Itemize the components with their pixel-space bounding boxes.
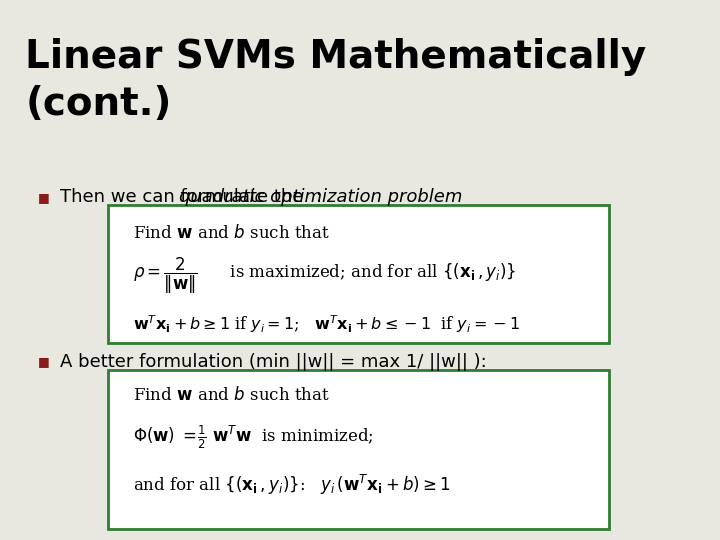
Text: $\Phi(\mathbf{w})$ $=\!\frac{1}{2}$ $\mathbf{w}^T\mathbf{w}$  is minimized;: $\Phi(\mathbf{w})$ $=\!\frac{1}{2}$ $\ma…: [133, 424, 374, 451]
Text: ■: ■: [38, 191, 50, 204]
Text: Find $\mathbf{w}$ and $b$ such that: Find $\mathbf{w}$ and $b$ such that: [133, 224, 330, 242]
Text: and for all $\{(\mathbf{x_i}\,,y_i)\}$:   $y_i\,(\mathbf{w}^T\mathbf{x_i} + b) \: and for all $\{(\mathbf{x_i}\,,y_i)\}$: …: [133, 472, 451, 497]
Text: A better formulation (min ||w|| = max 1/ ||w|| ):: A better formulation (min ||w|| = max 1/…: [60, 353, 487, 371]
Text: $\mathbf{w}^T\mathbf{x_i} + b \geq 1$ if $y_i{=}1$;   $\mathbf{w}^T\mathbf{x_i} : $\mathbf{w}^T\mathbf{x_i} + b \geq 1$ if…: [133, 313, 520, 335]
FancyBboxPatch shape: [108, 370, 609, 529]
Text: quadratic optimization problem: quadratic optimization problem: [179, 188, 462, 206]
Text: Then we can formulate the: Then we can formulate the: [60, 188, 310, 206]
Text: ■: ■: [38, 355, 50, 368]
Text: $\rho = \dfrac{2}{\|\mathbf{w}\|}$      is maximized; and for all $\{(\mathbf{x_: $\rho = \dfrac{2}{\|\mathbf{w}\|}$ is ma…: [133, 255, 517, 295]
Text: Linear SVMs Mathematically
(cont.): Linear SVMs Mathematically (cont.): [25, 38, 647, 123]
Text: :: :: [316, 188, 322, 206]
FancyBboxPatch shape: [108, 205, 609, 343]
Text: Find $\mathbf{w}$ and $b$ such that: Find $\mathbf{w}$ and $b$ such that: [133, 386, 330, 404]
